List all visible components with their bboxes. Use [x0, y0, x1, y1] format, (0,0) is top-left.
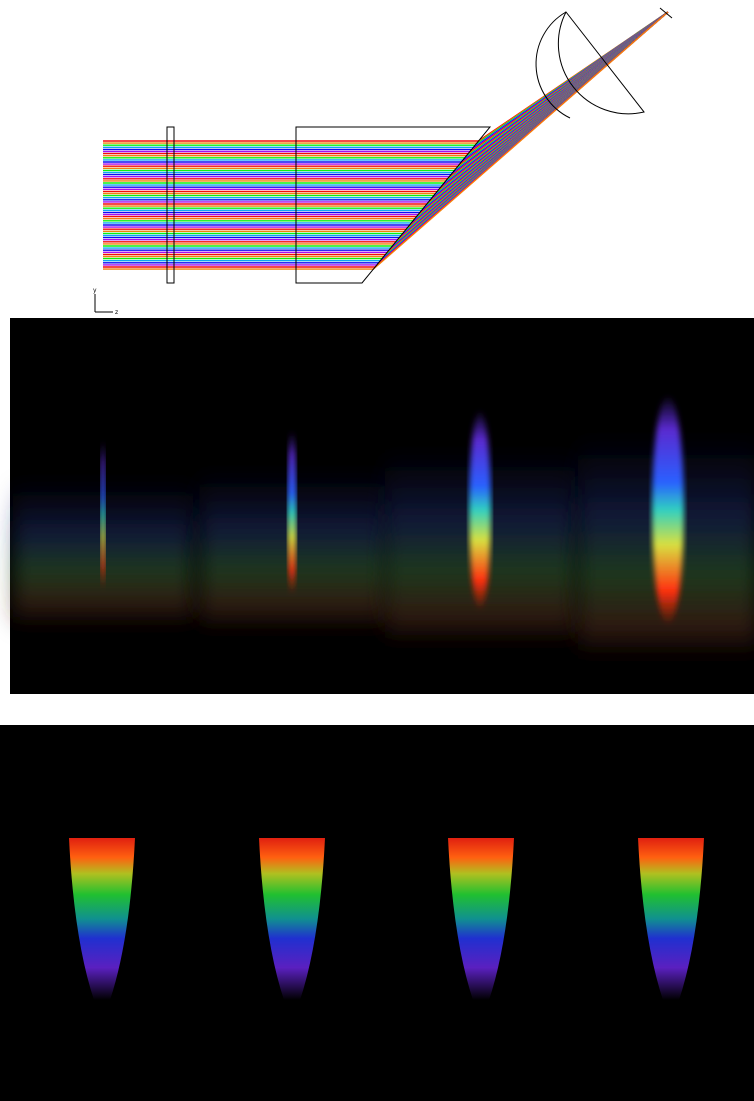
spectra [69, 838, 704, 1000]
spectrum [448, 838, 514, 1000]
axis-label: y [93, 287, 97, 294]
ray [103, 11, 669, 233]
ray [103, 11, 669, 176]
axis-label: z [115, 309, 118, 316]
ray-trace [103, 7, 673, 284]
ray [103, 11, 669, 191]
spectrum [259, 838, 325, 1000]
spot-diagrams [13, 395, 754, 665]
window [166, 126, 175, 284]
spot [469, 410, 491, 610]
detector [659, 7, 673, 19]
ray [103, 11, 669, 174]
axis-icon: y z [93, 287, 118, 316]
ray [103, 11, 669, 258]
ray [103, 11, 669, 230]
ray [103, 11, 669, 216]
ray [103, 11, 669, 218]
ray [103, 11, 669, 260]
ray [103, 11, 669, 228]
spot [287, 430, 297, 595]
prism [295, 126, 492, 284]
spot [100, 440, 106, 590]
ray [103, 11, 669, 201]
lens [557, 11, 645, 115]
lens-arc [535, 11, 571, 119]
ray [103, 11, 669, 203]
spot [652, 395, 684, 625]
ray [103, 11, 669, 188]
spectrum [638, 838, 704, 1000]
ray [103, 11, 669, 245]
spectrum [69, 838, 135, 1000]
ray [103, 11, 669, 186]
